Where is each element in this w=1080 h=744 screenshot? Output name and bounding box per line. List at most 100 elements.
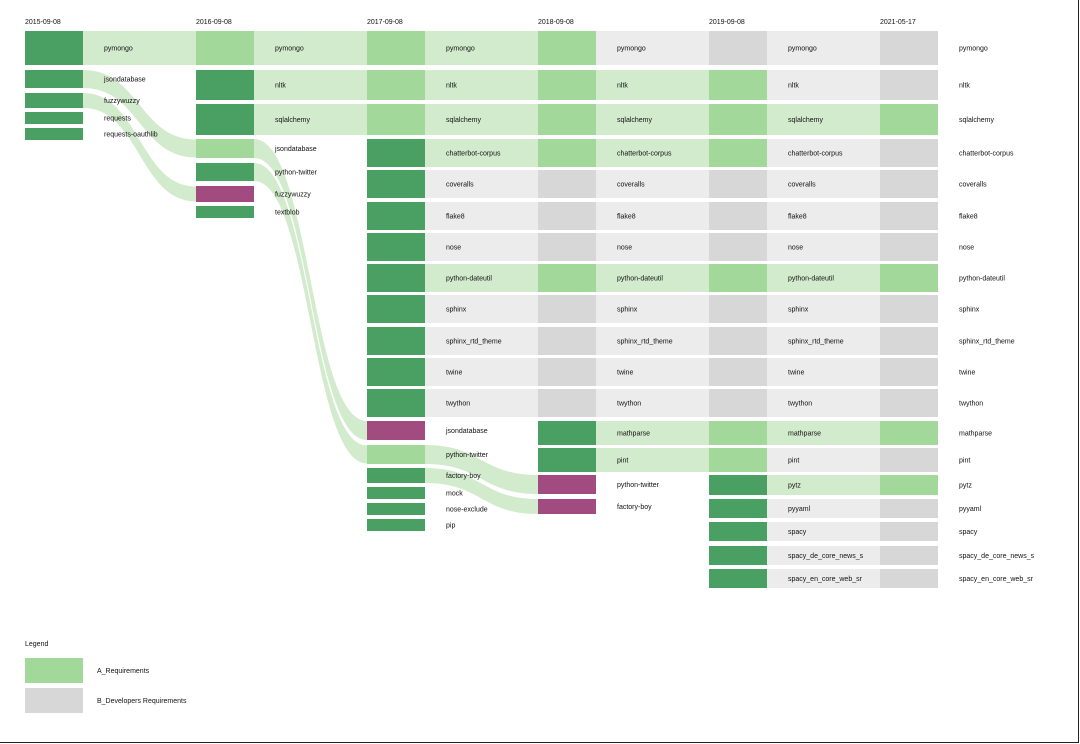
package-label: fuzzywuzzy <box>104 98 140 105</box>
package-box-coveralls <box>880 170 938 198</box>
package-box-pint <box>709 448 767 472</box>
flow-band-chatterbot-corpus <box>425 139 538 167</box>
flow-band-python-twitter <box>254 163 367 464</box>
package-box-pint <box>880 448 938 472</box>
package-label: spacy_de_core_news_s <box>788 553 864 560</box>
package-box-pymongo <box>709 31 767 65</box>
package-box-nltk <box>367 70 425 100</box>
flow-band-jsondatabase <box>83 70 196 158</box>
flow-band-mathparse <box>767 421 880 445</box>
package-box-requests-oauthlib <box>25 128 83 140</box>
package-label: sphinx <box>446 307 467 314</box>
package-box-pymongo <box>367 31 425 65</box>
package-label: pint <box>617 458 628 465</box>
package-box-factory-boy <box>367 468 425 483</box>
package-label: nltk <box>788 83 799 90</box>
package-box-pymongo <box>196 31 254 65</box>
package-label: twine <box>617 370 633 377</box>
flow-band-flake8 <box>425 202 538 230</box>
package-label: mathparse <box>959 431 992 438</box>
package-box-python-dateutil <box>709 264 767 292</box>
snapshot-date: 2015-09-08 <box>25 19 61 26</box>
legend-swatch-a-requirements <box>25 658 83 683</box>
package-label: spacy_en_core_web_sr <box>959 576 1034 583</box>
package-label: flake8 <box>446 214 465 221</box>
package-label: nltk <box>959 83 970 90</box>
flow-band-spacy-de-core-news-s <box>767 546 880 565</box>
package-label: python-dateutil <box>617 276 663 283</box>
flow-band-factory-boy <box>425 468 538 514</box>
package-label: chatterbot-corpus <box>788 151 843 158</box>
package-box-coveralls <box>709 170 767 198</box>
package-box-mathparse <box>709 421 767 445</box>
package-box-pymongo <box>538 31 596 65</box>
package-box-nose-exclude <box>367 503 425 515</box>
legend-title: Legend <box>25 641 48 648</box>
flow-band-pyyaml <box>767 499 880 518</box>
package-box-sphinx <box>367 295 425 323</box>
package-box-twine <box>880 358 938 386</box>
flow-band-pymongo <box>254 31 367 65</box>
package-label: spacy <box>959 529 978 536</box>
flow-band-jsondatabase <box>254 139 367 440</box>
package-label: sphinx_rtd_theme <box>788 339 844 346</box>
package-label: nose <box>617 245 632 252</box>
legend-label: A_Requirements <box>97 668 150 675</box>
package-box-spacy-en-core-web-sr <box>709 569 767 588</box>
flow-band-pymongo <box>83 31 196 65</box>
package-box-sphinx-rtd-theme <box>709 327 767 355</box>
package-box-nose <box>538 233 596 261</box>
package-label: flake8 <box>617 214 636 221</box>
snapshot-date: 2016-09-08 <box>196 19 232 26</box>
package-label: coveralls <box>788 182 816 189</box>
package-box-twine <box>709 358 767 386</box>
flow-band-pint <box>596 448 709 472</box>
package-label: mathparse <box>788 431 821 438</box>
package-label: nose <box>446 245 461 252</box>
package-box-sphinx <box>880 295 938 323</box>
package-box-jsondatabase <box>196 139 254 158</box>
package-box-twython <box>367 389 425 417</box>
package-label: twython <box>617 401 641 408</box>
flow-band-sphinx-rtd-theme <box>425 327 538 355</box>
flow-band-python-dateutil <box>596 264 709 292</box>
package-label: twine <box>959 370 975 377</box>
package-label: python-twitter <box>617 482 660 489</box>
package-label: coveralls <box>617 182 645 189</box>
package-label: sqlalchemy <box>275 117 311 124</box>
package-box-nose <box>880 233 938 261</box>
package-box-python-dateutil <box>880 264 938 292</box>
package-box-spacy-de-core-news-s <box>709 546 767 565</box>
flow-band-sphinx <box>425 295 538 323</box>
flow-band-sphinx <box>767 295 880 323</box>
package-label: nltk <box>275 83 286 90</box>
package-label: requests-oauthlib <box>104 132 158 139</box>
package-label: pyyaml <box>959 506 982 513</box>
package-box-pyyaml <box>880 499 938 518</box>
package-box-pymongo <box>25 31 83 65</box>
flow-band-pymongo <box>596 31 709 65</box>
package-label: factory-boy <box>617 504 652 511</box>
package-label: twython <box>959 401 983 408</box>
package-label: python-dateutil <box>788 276 834 283</box>
package-label: coveralls <box>959 182 987 189</box>
package-label: twython <box>446 401 470 408</box>
package-box-nose <box>367 233 425 261</box>
package-label: sqlalchemy <box>959 117 995 124</box>
package-box-spacy <box>880 522 938 541</box>
flow-band-coveralls <box>596 170 709 198</box>
package-box-flake8 <box>880 202 938 230</box>
flow-band-pymongo <box>425 31 538 65</box>
package-label: pint <box>959 458 970 465</box>
flow-band-nltk <box>767 70 880 100</box>
package-label: flake8 <box>959 214 978 221</box>
package-box-twython <box>538 389 596 417</box>
flow-band-python-dateutil <box>425 264 538 292</box>
package-label: jsondatabase <box>445 428 488 435</box>
package-label: python-dateutil <box>446 276 492 283</box>
package-label: fuzzywuzzy <box>275 192 311 199</box>
package-box-jsondatabase <box>25 70 83 88</box>
package-label: python-twitter <box>446 452 489 459</box>
package-label: nltk <box>617 83 628 90</box>
package-label: pytz <box>788 483 801 490</box>
